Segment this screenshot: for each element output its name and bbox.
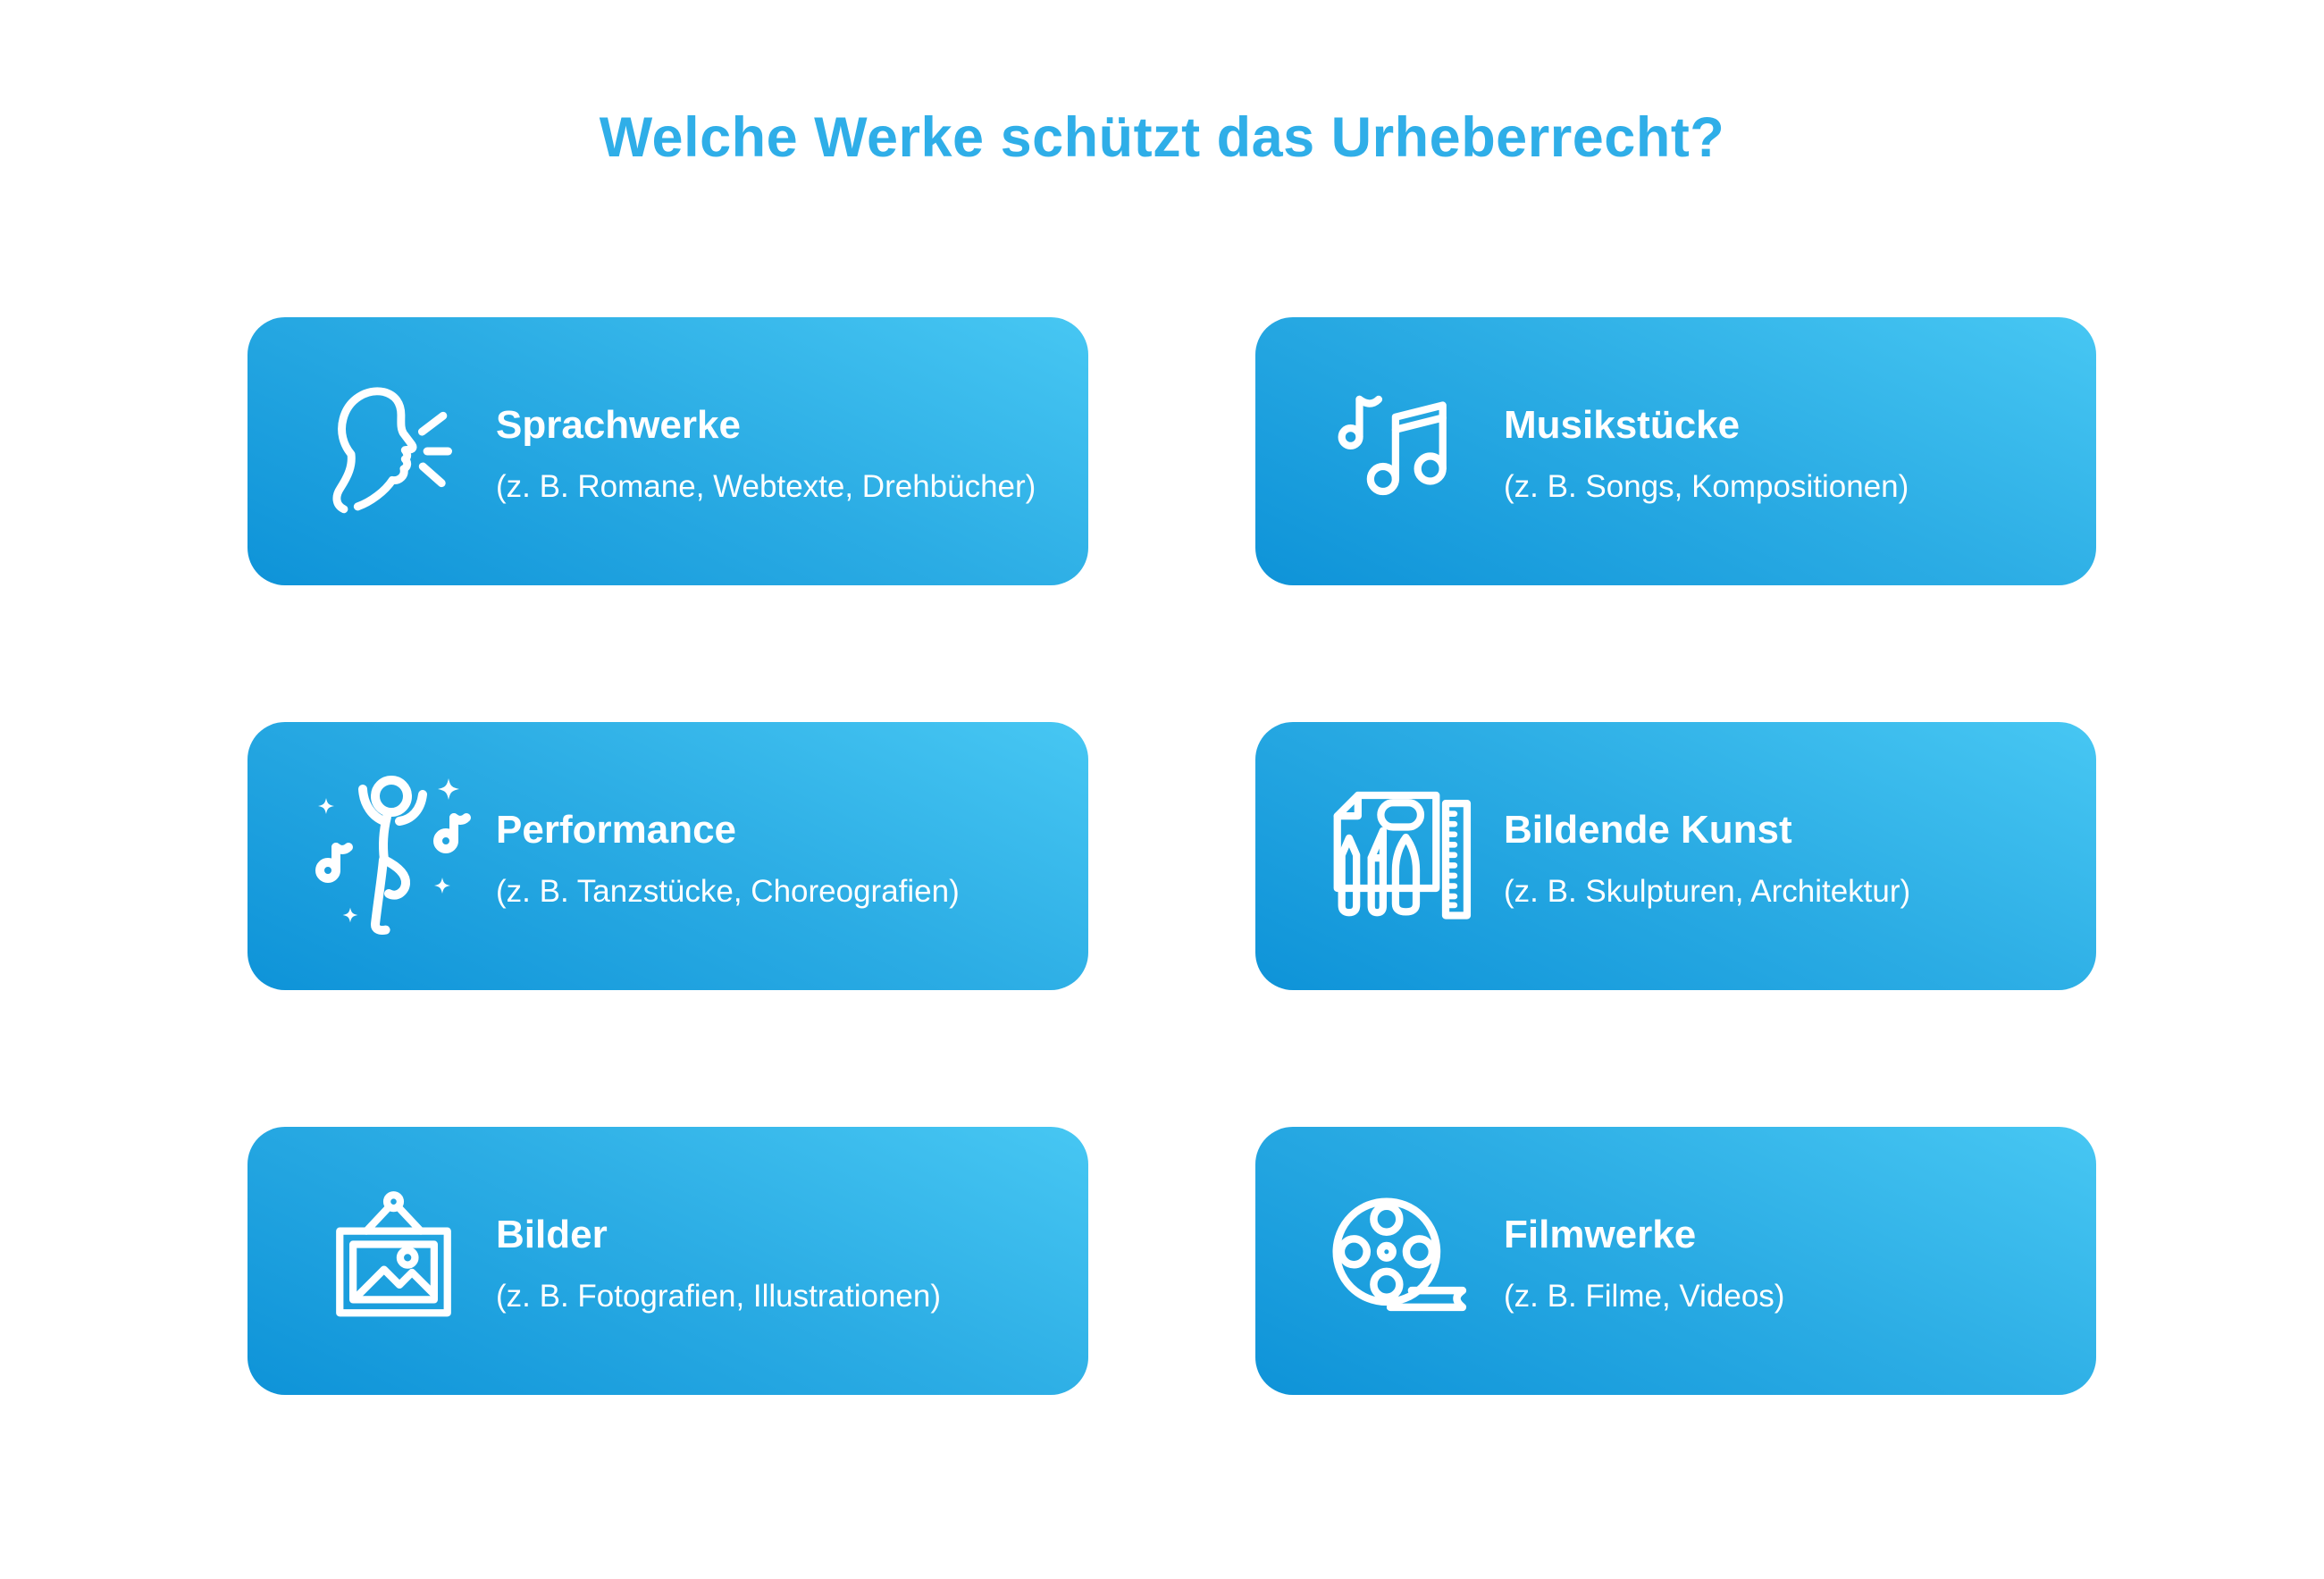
card-sprachwerke: Sprachwerke (z. B. Romane, Webtexte, Dre…	[248, 317, 1088, 585]
picture-frame-icon	[299, 1188, 487, 1335]
card-title: Filmwerke	[1504, 1212, 1697, 1256]
card-text: Sprachwerke (z. B. Romane, Webtexte, Dre…	[496, 402, 1036, 505]
card-text: Musikstücke (z. B. Songs, Kompositionen)	[1504, 402, 1909, 505]
card-performance: Performance (z. B. Tanzstücke, Choreogra…	[248, 722, 1088, 990]
dancer-icon	[299, 767, 487, 945]
card-grid: Sprachwerke (z. B. Romane, Webtexte, Dre…	[248, 317, 2096, 1395]
page-title: Welche Werke schützt das Urheberrecht?	[599, 106, 1725, 169]
film-reel-icon	[1307, 1185, 1495, 1337]
art-tools-icon	[1307, 783, 1495, 930]
card-title: Sprachwerke	[496, 402, 741, 447]
card-subtitle: (z. B. Fotografien, Illustrationen)	[496, 1278, 941, 1314]
card-title: Bildende Kunst	[1504, 807, 1792, 852]
card-text: Performance (z. B. Tanzstücke, Choreogra…	[496, 807, 960, 910]
card-filmwerke: Filmwerke (z. B. Filme, Videos)	[1255, 1127, 2096, 1395]
card-text: Bilder (z. B. Fotografien, Illustratione…	[496, 1212, 941, 1314]
music-notes-icon	[1307, 378, 1495, 525]
card-bildende-kunst: Bildende Kunst (z. B. Skulpturen, Archit…	[1255, 722, 2096, 990]
card-bilder: Bilder (z. B. Fotografien, Illustratione…	[248, 1127, 1088, 1395]
card-text: Bildende Kunst (z. B. Skulpturen, Archit…	[1504, 807, 1911, 910]
card-title: Performance	[496, 807, 737, 852]
card-subtitle: (z. B. Skulpturen, Architektur)	[1504, 873, 1911, 909]
card-title: Musikstücke	[1504, 402, 1741, 447]
card-title: Bilder	[496, 1212, 608, 1256]
card-subtitle: (z. B. Songs, Kompositionen)	[1504, 468, 1909, 504]
card-text: Filmwerke (z. B. Filme, Videos)	[1504, 1212, 1785, 1314]
card-subtitle: (z. B. Filme, Videos)	[1504, 1278, 1785, 1314]
card-subtitle: (z. B. Romane, Webtexte, Drehbücher)	[496, 468, 1036, 504]
card-subtitle: (z. B. Tanzstücke, Choreografien)	[496, 873, 960, 909]
card-musikstuecke: Musikstücke (z. B. Songs, Kompositionen)	[1255, 317, 2096, 585]
speaking-head-icon	[299, 379, 487, 524]
